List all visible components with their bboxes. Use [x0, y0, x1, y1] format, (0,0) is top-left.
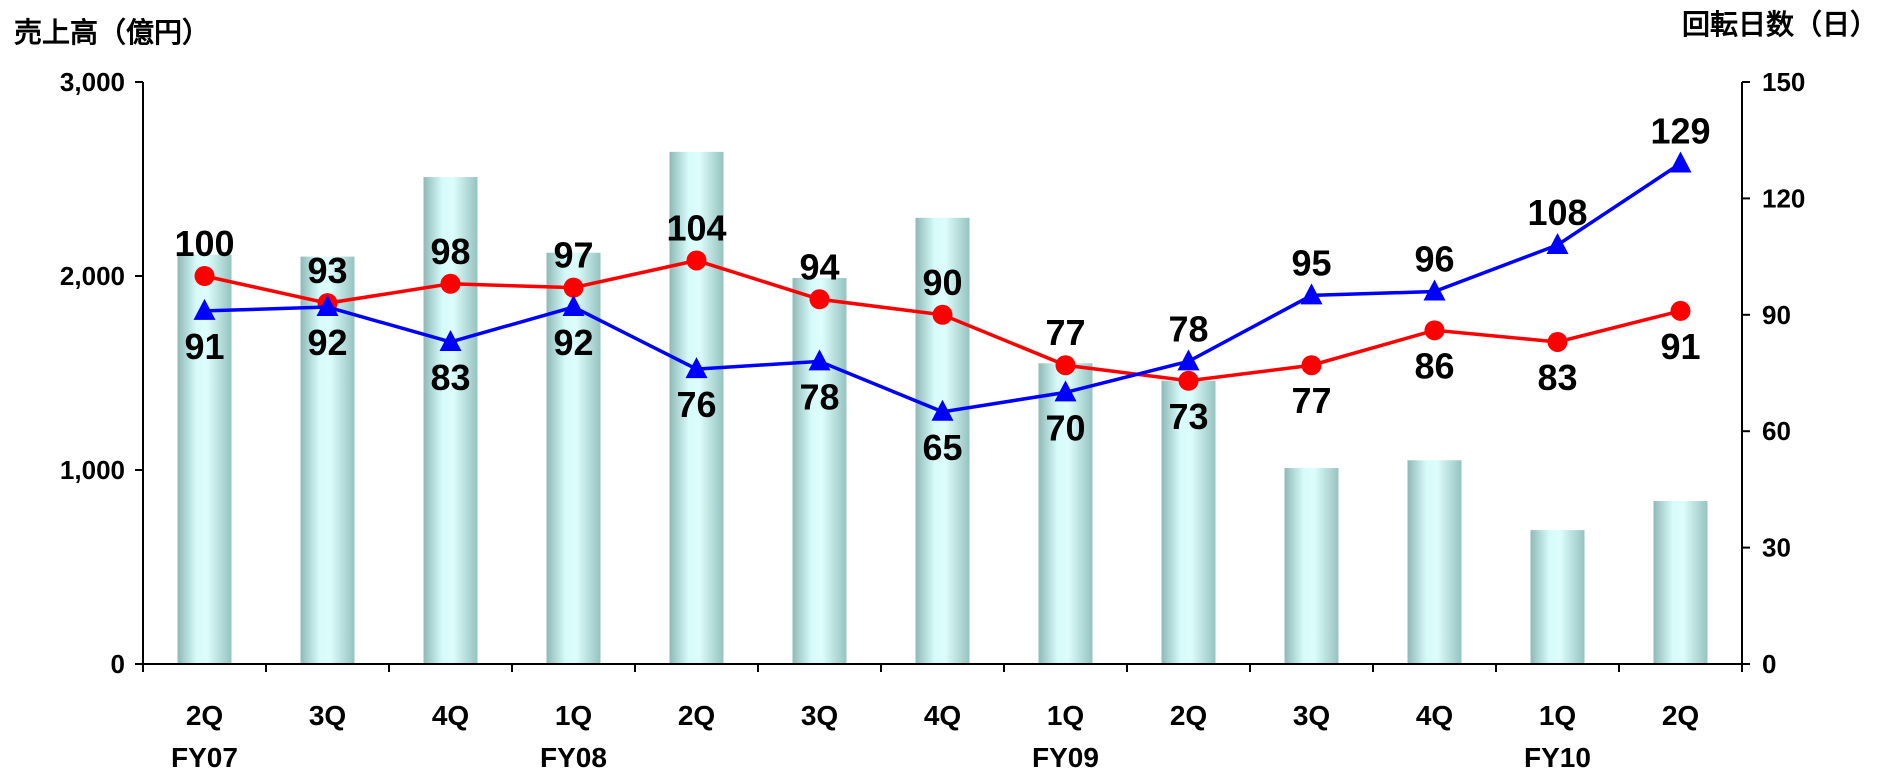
right-tick-label: 30 — [1762, 533, 1791, 563]
data-label: 78 — [799, 376, 839, 417]
circle-marker — [1178, 370, 1199, 391]
category-label: 4Q — [432, 700, 469, 731]
left-tick-label: 3,000 — [60, 67, 125, 97]
category-label: 2Q — [186, 700, 223, 731]
data-label: 129 — [1650, 110, 1710, 151]
category-label: 4Q — [924, 700, 961, 731]
sales-bar — [915, 217, 970, 665]
data-label: 108 — [1527, 192, 1587, 233]
sales-bar — [423, 177, 478, 664]
sales-bar — [1284, 468, 1339, 664]
category-label: 1Q — [555, 700, 592, 731]
data-label: 65 — [922, 427, 962, 468]
circle-marker — [686, 250, 707, 271]
sales-bar — [792, 277, 847, 664]
data-label: 96 — [1414, 239, 1454, 280]
circle-marker — [1670, 300, 1691, 321]
category-label: 1Q — [1539, 700, 1576, 731]
triangle-marker — [1177, 349, 1200, 371]
category-label: 3Q — [309, 700, 346, 731]
category-label: 4Q — [1416, 700, 1453, 731]
data-label: 90 — [922, 262, 962, 303]
data-label: 78 — [1168, 308, 1208, 349]
fiscal-year-label: FY07 — [171, 742, 238, 771]
data-label: 76 — [676, 384, 716, 425]
circle-marker — [1547, 331, 1568, 352]
sales-bar — [1407, 460, 1462, 664]
data-label: 97 — [553, 235, 593, 276]
fiscal-year-label: FY08 — [540, 742, 607, 771]
circle-marker — [440, 273, 461, 294]
triangle-marker — [1669, 151, 1692, 173]
right-tick-label: 90 — [1762, 300, 1791, 330]
left-tick-label: 0 — [111, 649, 125, 679]
data-label: 104 — [666, 207, 726, 248]
data-label: 70 — [1045, 407, 1085, 448]
left-tick-label: 2,000 — [60, 261, 125, 291]
sales-bar — [1161, 380, 1216, 664]
triangle-marker — [1054, 380, 1077, 402]
right-axis-title: 回転日数（日） — [1682, 8, 1878, 40]
category-label: 1Q — [1047, 700, 1084, 731]
category-label: 3Q — [801, 700, 838, 731]
triangle-marker — [193, 298, 216, 320]
data-label: 83 — [1537, 357, 1577, 398]
sales-bar — [300, 256, 355, 664]
circle-marker — [1301, 355, 1322, 376]
category-label: 2Q — [1170, 700, 1207, 731]
circle-marker — [194, 266, 215, 286]
triangle-marker — [562, 295, 585, 317]
triangle-marker — [439, 329, 462, 351]
data-label: 92 — [307, 322, 347, 363]
sales-bar — [669, 151, 724, 665]
data-label: 77 — [1045, 312, 1085, 353]
data-label: 100 — [174, 223, 234, 264]
left-axis-title: 売上高（億円） — [14, 16, 210, 48]
sales-bar — [1653, 501, 1708, 664]
data-label: 93 — [307, 250, 347, 291]
sales-bar — [1038, 363, 1093, 664]
data-label: 94 — [799, 246, 839, 287]
data-label: 73 — [1168, 396, 1208, 437]
category-label: 3Q — [1293, 700, 1330, 731]
data-label: 92 — [553, 322, 593, 363]
circle-marker — [1424, 320, 1445, 341]
right-tick-label: 60 — [1762, 416, 1791, 446]
circle-marker — [1055, 355, 1076, 376]
right-tick-label: 120 — [1762, 183, 1805, 213]
data-label: 77 — [1291, 380, 1331, 421]
triangle-marker — [931, 399, 954, 421]
category-label: 2Q — [1662, 700, 1699, 731]
circle-marker — [932, 304, 953, 325]
data-label: 86 — [1414, 345, 1454, 386]
right-tick-label: 150 — [1762, 67, 1805, 97]
data-label: 91 — [184, 326, 224, 367]
category-label: 2Q — [678, 700, 715, 731]
circle-marker — [563, 277, 584, 298]
triangle-marker — [316, 295, 339, 317]
data-label: 83 — [430, 357, 470, 398]
data-label: 95 — [1291, 242, 1331, 283]
triangle-marker — [685, 357, 708, 379]
circle-marker — [809, 289, 830, 310]
left-tick-label: 1,000 — [60, 455, 125, 485]
fiscal-year-label: FY09 — [1032, 742, 1099, 771]
triangle-marker — [1546, 232, 1569, 254]
fiscal-year-label: FY10 — [1524, 742, 1591, 771]
triangle-marker — [1423, 279, 1446, 301]
triangle-marker — [1300, 283, 1323, 305]
triangle-marker — [808, 349, 831, 371]
sales-bar — [546, 252, 601, 664]
sales-bar — [177, 254, 232, 664]
data-label: 91 — [1660, 326, 1700, 367]
right-tick-label: 0 — [1762, 649, 1776, 679]
sales-bar — [1530, 530, 1585, 664]
data-label: 98 — [430, 231, 470, 272]
